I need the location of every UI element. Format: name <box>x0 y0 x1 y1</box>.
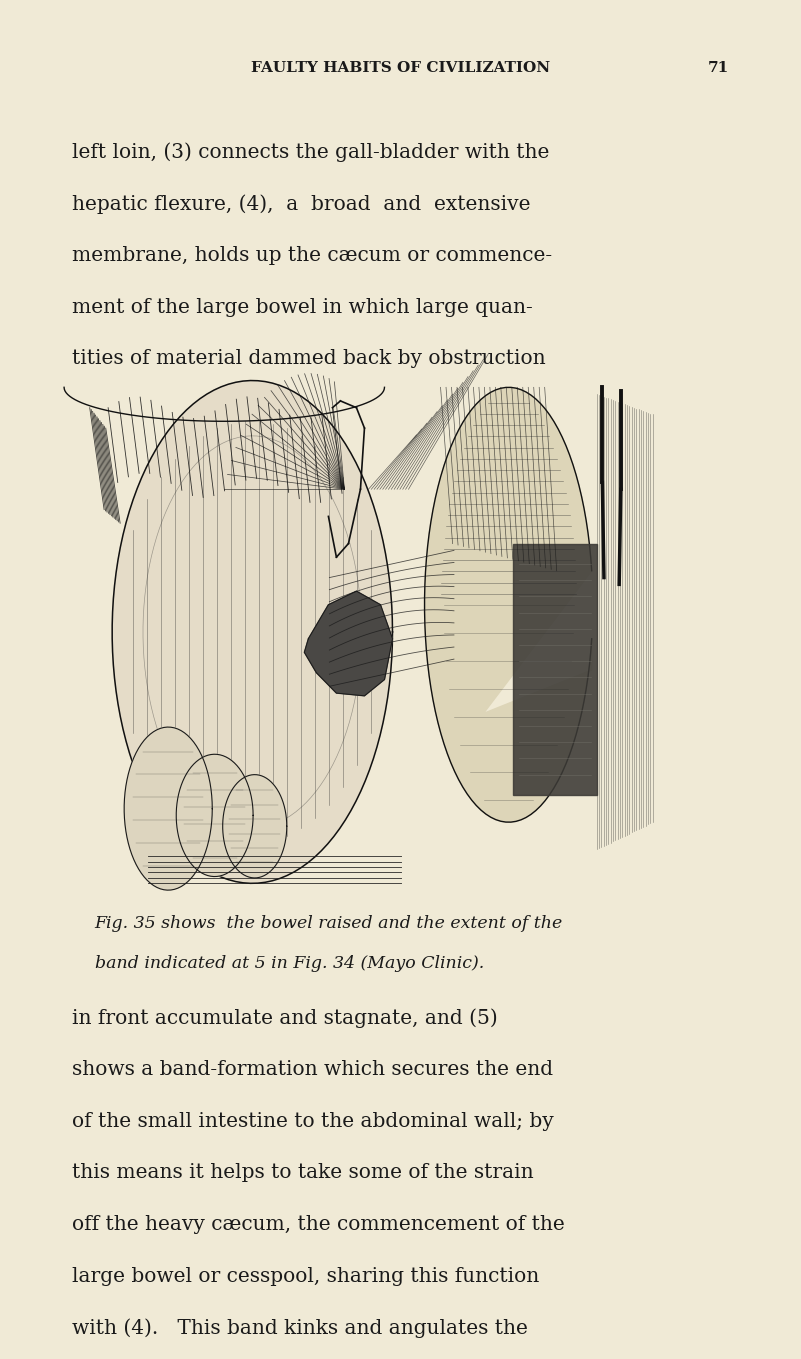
Text: membrane, holds up the cæcum or commence-: membrane, holds up the cæcum or commence… <box>72 246 552 265</box>
Polygon shape <box>304 591 392 696</box>
Text: left loin, (3) connects the gall-bladder with the: left loin, (3) connects the gall-bladder… <box>72 143 549 162</box>
Text: large bowel or cesspool, sharing this function: large bowel or cesspool, sharing this fu… <box>72 1267 539 1286</box>
Polygon shape <box>513 544 597 795</box>
Text: hepatic flexure, (4),  a  broad  and  extensive: hepatic flexure, (4), a broad and extens… <box>72 194 530 213</box>
Text: off the heavy cæcum, the commencement of the: off the heavy cæcum, the commencement of… <box>72 1215 565 1234</box>
Text: 71: 71 <box>707 61 729 75</box>
Polygon shape <box>223 775 287 878</box>
Text: this means it helps to take some of the strain: this means it helps to take some of the … <box>72 1163 533 1182</box>
Polygon shape <box>176 754 253 877</box>
Polygon shape <box>124 727 212 890</box>
Text: of the small intestine to the abdominal wall; by: of the small intestine to the abdominal … <box>72 1112 553 1131</box>
Text: with (4).   This band kinks and angulates the: with (4). This band kinks and angulates … <box>72 1318 528 1337</box>
Text: shows a band-formation which secures the end: shows a band-formation which secures the… <box>72 1060 553 1079</box>
Text: tities of material dammed back by obstruction: tities of material dammed back by obstru… <box>72 349 545 368</box>
Text: in front accumulate and stagnate, and (5): in front accumulate and stagnate, and (5… <box>72 1008 498 1027</box>
Text: FAULTY HABITS OF CIVILIZATION: FAULTY HABITS OF CIVILIZATION <box>251 61 550 75</box>
Text: Fig. 35 shows  the bowel raised and the extent of the: Fig. 35 shows the bowel raised and the e… <box>95 915 563 932</box>
Text: band indicated at 5 in Fig. 34 (Mayo Clinic).: band indicated at 5 in Fig. 34 (Mayo Cli… <box>95 955 484 973</box>
Polygon shape <box>425 387 592 822</box>
Text: ment of the large bowel in which large quan-: ment of the large bowel in which large q… <box>72 298 533 317</box>
Polygon shape <box>112 381 392 883</box>
